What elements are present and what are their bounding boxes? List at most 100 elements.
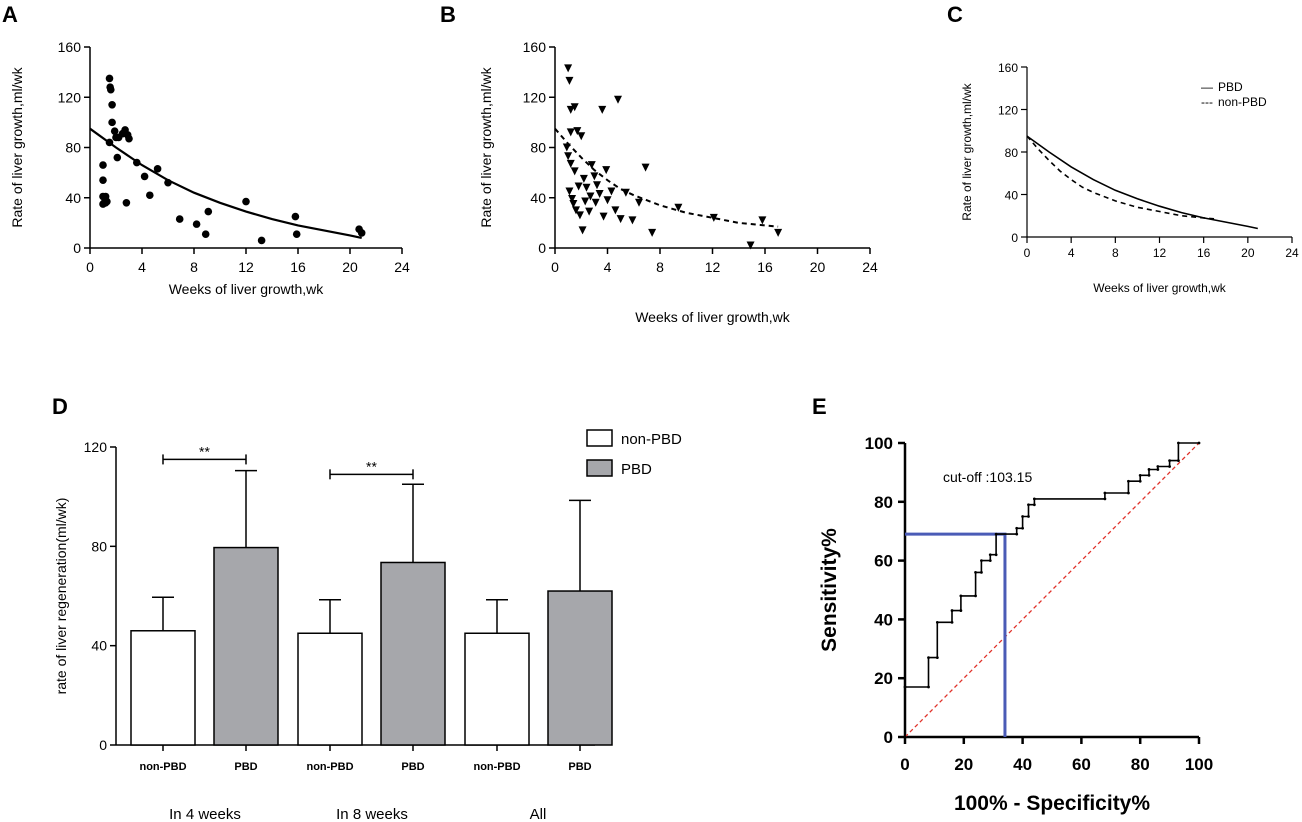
data-point <box>568 195 577 204</box>
roc-point <box>935 656 939 660</box>
y-tick-label: 120 <box>523 89 547 105</box>
data-point <box>574 182 583 191</box>
data-point <box>566 105 575 114</box>
data-point <box>635 198 643 207</box>
roc-point <box>1032 497 1036 501</box>
y-tick-label: 160 <box>998 61 1018 75</box>
x-tick-label: 24 <box>862 259 878 275</box>
x-tick-label: 16 <box>1197 246 1211 260</box>
data-point <box>565 187 574 196</box>
roc-point <box>927 656 930 660</box>
data-point <box>607 187 616 196</box>
y-axis-title: Rate of liver growth,ml/wk <box>9 66 25 227</box>
trend-line-solid <box>89 127 362 239</box>
x-tick-label: 8 <box>190 259 198 275</box>
data-point <box>291 212 300 221</box>
bar <box>213 546 279 746</box>
significance-label: ** <box>366 458 377 474</box>
group-label: In 8 weeks <box>336 806 408 822</box>
data-point <box>575 211 584 220</box>
y-tick-label: 40 <box>530 190 546 206</box>
x-tick-label: 4 <box>604 259 612 275</box>
data-point <box>108 118 116 127</box>
legend-label-non-pbd: non-PBD <box>1218 95 1267 109</box>
y-tick-label: 40 <box>65 190 81 206</box>
x-tick-label: 20 <box>810 259 826 275</box>
bar <box>380 561 446 746</box>
group-label: All <box>530 806 547 822</box>
x-tick-label: 24 <box>1285 246 1299 260</box>
x-tick-label: 20 <box>1241 246 1255 260</box>
roc-point <box>974 594 977 598</box>
data-point <box>641 163 650 172</box>
y-axis-title: Rate of liver growth,ml/wk <box>960 82 974 220</box>
group-label: In 4 weeks <box>169 806 241 822</box>
roc-point <box>994 532 998 536</box>
panel-label-e: E <box>812 394 827 419</box>
panel-a-scatter-chart: 0 4 8 12 16 20 24 0 40 80 120 160 Weeks of liver gro… <box>9 39 410 297</box>
data-point <box>565 76 574 85</box>
panel-d-bar-chart: 0 40 80 120 rate of liver regeneration(ml/wk… <box>53 429 682 822</box>
data-point <box>110 127 119 135</box>
data-point <box>758 216 767 225</box>
x-category-label: non-PBD <box>473 761 520 773</box>
roc-point <box>1127 491 1130 495</box>
y-tick-label: 60 <box>874 552 893 571</box>
data-point <box>590 172 599 181</box>
data-point <box>709 213 718 222</box>
data-point <box>611 206 620 215</box>
data-point <box>593 181 601 190</box>
x-tick-label: 12 <box>238 259 254 275</box>
x-tick-label: 4 <box>1068 246 1075 260</box>
data-point <box>674 203 683 212</box>
data-point <box>628 216 637 225</box>
y-tick-label: 80 <box>530 140 546 156</box>
data-point <box>616 215 625 224</box>
roc-point <box>950 620 954 624</box>
panel-label-b: B <box>440 2 456 27</box>
data-point <box>564 64 573 73</box>
roc-point <box>1021 515 1024 518</box>
roc-point <box>1021 526 1024 530</box>
roc-point <box>988 553 992 557</box>
roc-point <box>1138 473 1142 477</box>
x-tick-label: 40 <box>1013 755 1032 774</box>
y-tick-label: 160 <box>523 39 547 55</box>
x-category-label: PBD <box>568 761 591 773</box>
y-tick-label: 80 <box>1005 146 1019 160</box>
data-point <box>746 241 755 250</box>
x-axis-title: Weeks of liver growth,wk <box>169 281 325 297</box>
x-tick-label: 0 <box>900 755 909 774</box>
x-tick-label: 12 <box>1153 246 1167 260</box>
series-non-pbd-line <box>1026 135 1215 220</box>
y-tick-label: 160 <box>58 39 82 55</box>
y-axis-title: rate of liver regeneration(ml/wk) <box>53 498 69 695</box>
data-point <box>579 174 588 183</box>
roc-point <box>1147 468 1151 471</box>
data-point <box>774 228 783 237</box>
roc-point <box>1197 441 1201 445</box>
data-point <box>582 183 591 192</box>
roc-point <box>959 609 963 612</box>
data-point <box>578 226 587 235</box>
data-point <box>99 176 107 184</box>
roc-point <box>1156 465 1160 468</box>
x-category-label: non-PBD <box>139 761 186 773</box>
data-point <box>257 236 266 245</box>
roc-point <box>1032 503 1036 507</box>
roc-point <box>927 685 930 689</box>
roc-point <box>1177 441 1180 445</box>
data-point <box>602 166 611 175</box>
x-tick-label: 20 <box>954 755 973 774</box>
x-category-label: PBD <box>401 761 424 773</box>
y-axis-title: Rate of liver growth,ml/wk <box>478 66 494 227</box>
data-point <box>581 197 590 206</box>
data-point <box>201 230 210 238</box>
roc-point <box>1168 465 1171 468</box>
y-tick-label: 40 <box>1005 189 1019 203</box>
data-point <box>599 212 608 221</box>
data-point <box>585 207 594 216</box>
x-tick-label: 8 <box>1112 246 1119 260</box>
roc-point <box>988 559 992 562</box>
